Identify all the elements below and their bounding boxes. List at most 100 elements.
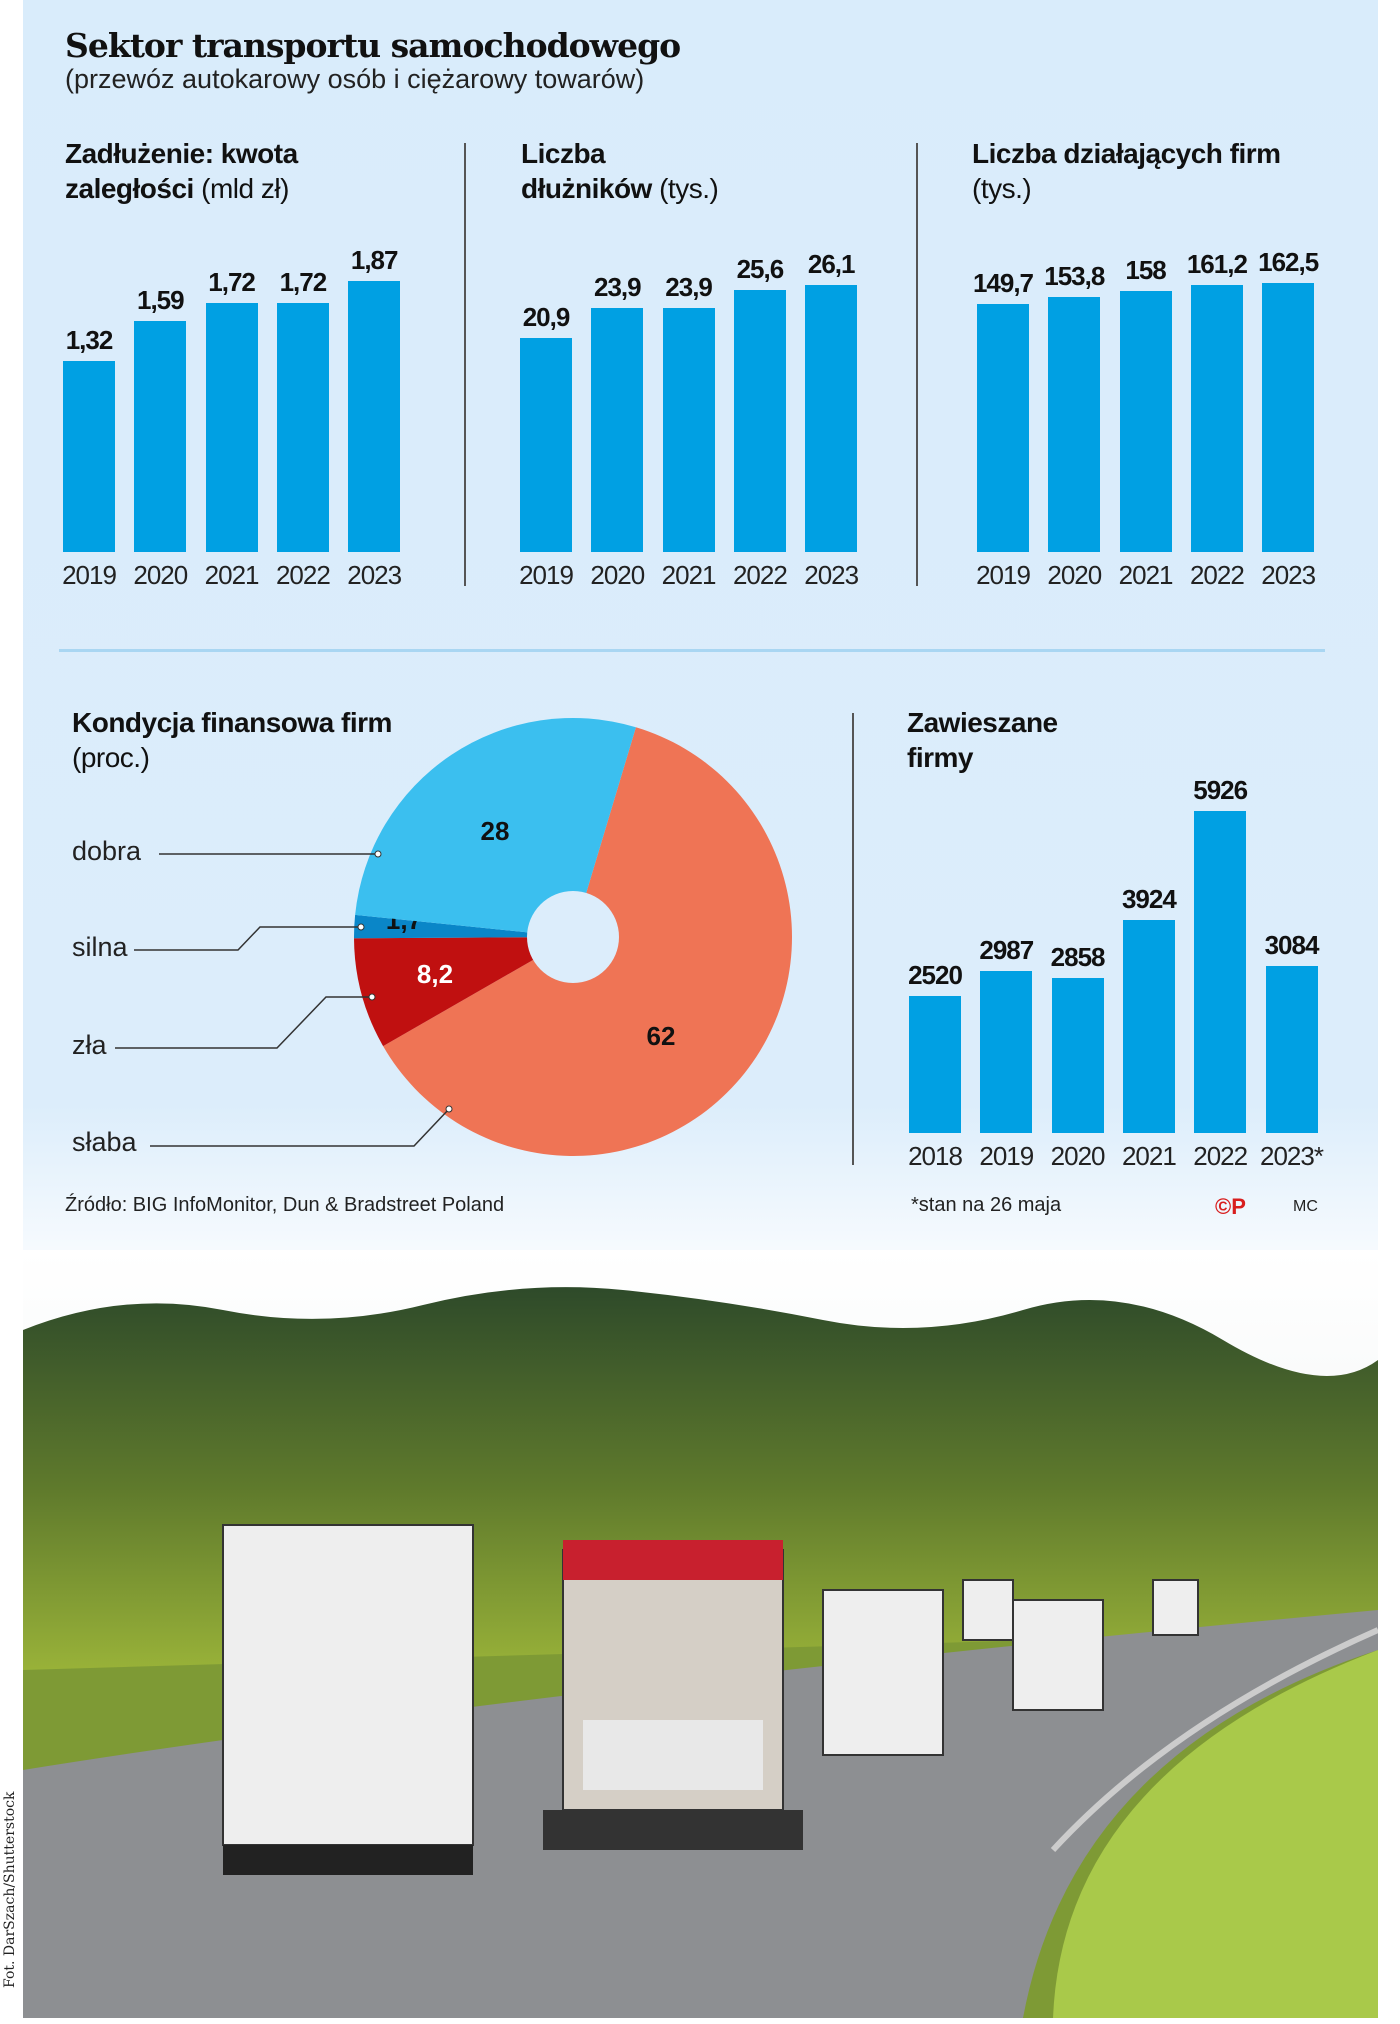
bar bbox=[348, 280, 401, 552]
photo-credit: Fot. DarSzach/Shutterstock bbox=[2, 1791, 18, 1988]
bar bbox=[1262, 283, 1315, 552]
bar-value-label: 23,9 bbox=[593, 271, 642, 302]
leader-dot bbox=[374, 850, 382, 858]
pie-slice-2 bbox=[354, 914, 573, 939]
bar-value-label: 3924 bbox=[1121, 883, 1177, 914]
pie-slice-3 bbox=[355, 718, 636, 937]
page-subtitle: (przewóz autokarowy osób i ciężarowy tow… bbox=[65, 64, 645, 94]
x-tick-label: 2023 bbox=[1261, 560, 1316, 590]
x-tick-label: 2019 bbox=[62, 560, 117, 590]
pie-heading: Kondycja finansowa firm (proc.) bbox=[72, 705, 392, 775]
bar bbox=[980, 970, 1033, 1133]
bar-value-label: 1,72 bbox=[279, 266, 328, 297]
leader-dot bbox=[357, 923, 365, 931]
x-tick-label: 2021 bbox=[661, 560, 717, 590]
x-tick-label: 2021 bbox=[1121, 1141, 1177, 1171]
divider bbox=[852, 713, 854, 1165]
bar bbox=[591, 307, 644, 552]
legend-slaba: słaba bbox=[72, 1127, 137, 1157]
bar bbox=[1051, 977, 1104, 1133]
legend-zla: zła bbox=[72, 1030, 107, 1060]
bar-value-label: 23,9 bbox=[665, 271, 713, 302]
bar bbox=[1048, 297, 1101, 552]
chart3-title: Liczba działających firm bbox=[972, 138, 1281, 169]
chart5-heading: Zawieszane firmy bbox=[907, 705, 1087, 775]
chart1-unit: (mld zł) bbox=[201, 173, 289, 204]
pie-slice-1 bbox=[354, 937, 573, 1047]
pie-value-label: 62 bbox=[647, 1021, 676, 1051]
chart2-title: Liczba dłużników bbox=[521, 138, 652, 204]
bar bbox=[1194, 811, 1247, 1133]
publisher-logo: ©P bbox=[1215, 1194, 1246, 1219]
x-tick-label: 2022 bbox=[1189, 560, 1245, 590]
bar-value-label: 5926 bbox=[1193, 775, 1248, 806]
x-tick-label: 2020 bbox=[133, 560, 188, 590]
pie-value-label: 8,2 bbox=[417, 959, 453, 989]
bar bbox=[805, 284, 858, 552]
bar bbox=[520, 338, 572, 552]
leader-dot bbox=[445, 1105, 453, 1113]
x-tick-label: 2020 bbox=[590, 560, 645, 590]
bar-value-label: 20,9 bbox=[522, 302, 571, 333]
bar bbox=[1122, 919, 1175, 1133]
author-initials: MC bbox=[1293, 1198, 1318, 1215]
x-tick-label: 2023 bbox=[804, 560, 859, 590]
chart1-heading: Zadłużenie: kwota zaległości (mld zł) bbox=[65, 136, 365, 206]
bar bbox=[63, 360, 115, 552]
divider bbox=[916, 143, 918, 586]
x-tick-label: 2019 bbox=[979, 1141, 1034, 1171]
donut-hole bbox=[527, 891, 619, 983]
bar bbox=[1265, 965, 1318, 1133]
bar bbox=[733, 290, 786, 552]
bar-value-label: 26,1 bbox=[807, 248, 856, 279]
bar-value-label: 149,7 bbox=[972, 268, 1034, 299]
x-tick-label: 2020 bbox=[1047, 560, 1102, 590]
pie-chart: 628,21,728 bbox=[115, 718, 793, 1156]
leader-dot bbox=[368, 993, 376, 1001]
bar bbox=[205, 302, 258, 552]
bar-value-label: 162,5 bbox=[1258, 247, 1319, 278]
leader-line bbox=[134, 926, 361, 951]
bar bbox=[662, 307, 715, 552]
chart2-unit: (tys.) bbox=[659, 173, 719, 204]
x-tick-label: 2023 bbox=[347, 560, 402, 590]
x-tick-label: 2019 bbox=[519, 560, 574, 590]
bar-value-label: 1,59 bbox=[136, 285, 185, 316]
bar bbox=[977, 304, 1029, 552]
x-tick-label: 2020 bbox=[1050, 1141, 1106, 1171]
pie-unit: (proc.) bbox=[72, 742, 150, 773]
pie-value-label: 28 bbox=[481, 816, 510, 846]
source-note: Źródło: BIG InfoMonitor, Dun & Bradstree… bbox=[65, 1194, 505, 1216]
x-tick-label: 2023* bbox=[1260, 1141, 1324, 1171]
section-divider bbox=[59, 649, 1325, 652]
leader-line bbox=[150, 1108, 450, 1147]
bar-value-label: 2987 bbox=[979, 934, 1034, 965]
bar-value-label: 3084 bbox=[1264, 929, 1320, 960]
truck-highway-photo bbox=[23, 1250, 1378, 2018]
bar bbox=[1190, 285, 1243, 552]
bar-value-label: 2858 bbox=[1050, 941, 1106, 972]
x-tick-label: 2022 bbox=[1193, 1141, 1248, 1171]
leader-line bbox=[115, 996, 372, 1049]
bar bbox=[909, 996, 961, 1133]
x-tick-label: 2022 bbox=[275, 560, 331, 590]
x-tick-label: 2018 bbox=[908, 1141, 963, 1171]
chart2-heading: Liczba dłużników (tys.) bbox=[521, 136, 741, 206]
bar-value-label: 161,2 bbox=[1186, 249, 1248, 280]
legend-dobra: dobra bbox=[72, 836, 142, 866]
chart5-title: Zawieszane firmy bbox=[907, 707, 1058, 773]
x-tick-label: 2019 bbox=[976, 560, 1031, 590]
x-tick-label: 2022 bbox=[732, 560, 788, 590]
bar-value-label: 1,87 bbox=[350, 244, 399, 275]
footnote: *stan na 26 maja bbox=[911, 1194, 1062, 1216]
page-title: Sektor transportu samochodowego bbox=[65, 26, 681, 65]
bar-value-label: 153,8 bbox=[1044, 261, 1105, 292]
bar-value-label: 158 bbox=[1125, 254, 1166, 285]
bar-value-label: 2520 bbox=[908, 960, 963, 991]
pie-title: Kondycja finansowa firm bbox=[72, 707, 392, 738]
bar-value-label: 1,32 bbox=[65, 324, 114, 355]
x-tick-label: 2021 bbox=[1118, 560, 1174, 590]
bar bbox=[276, 302, 329, 552]
chart3-heading: Liczba działających firm (tys.) bbox=[972, 136, 1292, 206]
bar-value-label: 1,72 bbox=[208, 266, 256, 297]
